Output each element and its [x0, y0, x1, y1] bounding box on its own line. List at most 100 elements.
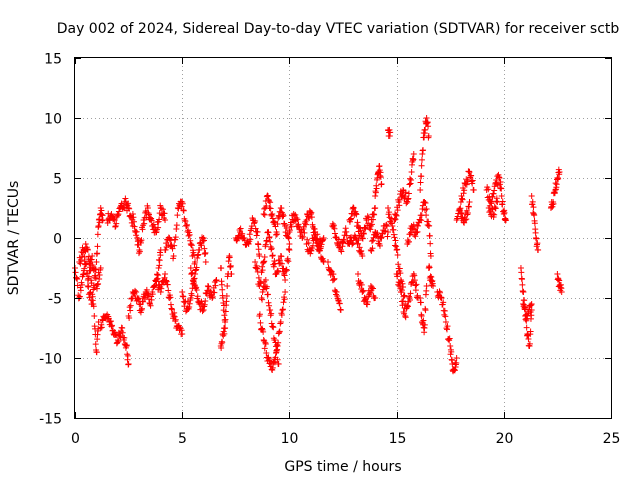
- y-tick-label: 0: [53, 232, 62, 248]
- data-point-sample: [425, 218, 432, 225]
- data-point-sample: [211, 289, 218, 296]
- data-point-sample: [342, 225, 349, 232]
- data-point-sample: [530, 204, 537, 211]
- y-tick-label: -15: [39, 412, 62, 428]
- data-point-sample: [94, 281, 101, 288]
- data-point-sample: [313, 236, 320, 243]
- data-point-sample: [373, 232, 380, 239]
- data-point-sample: [369, 245, 376, 252]
- data-point-sample: [262, 241, 269, 248]
- data-point-sample: [111, 217, 118, 224]
- data-point-sample: [172, 234, 179, 241]
- data-point-sample: [94, 250, 101, 257]
- data-point-sample: [440, 299, 447, 306]
- data-point-sample: [401, 310, 408, 317]
- data-point-sample: [132, 287, 139, 294]
- data-point-sample: [106, 217, 113, 224]
- data-point-sample: [252, 225, 259, 232]
- data-point: [95, 319, 102, 325]
- data-point-sample: [501, 209, 508, 216]
- data-point-sample: [360, 230, 367, 237]
- data-point-sample: [205, 283, 212, 290]
- data-point-sample: [273, 347, 280, 354]
- data-point: [494, 199, 501, 205]
- data-point-sample: [150, 221, 157, 228]
- data-point-sample: [499, 198, 506, 205]
- data-point-sample: [412, 233, 419, 240]
- data-point-sample: [437, 289, 444, 296]
- data-point: [286, 241, 293, 247]
- data-point: [153, 277, 160, 283]
- data-point: [554, 271, 561, 277]
- data-point-sample: [265, 299, 272, 306]
- data-point-sample: [285, 246, 292, 253]
- data-point-sample: [110, 215, 117, 222]
- data-point: [447, 343, 454, 349]
- data-point-sample: [192, 285, 199, 292]
- data-point-sample: [285, 235, 292, 242]
- data-point-sample: [252, 217, 259, 224]
- data-point-sample: [445, 336, 452, 343]
- data-point-sample: [264, 192, 271, 199]
- data-point-sample: [279, 306, 286, 313]
- data-point-sample: [420, 317, 427, 324]
- data-point-sample: [73, 274, 80, 281]
- data-point-sample: [427, 240, 434, 247]
- data-point-sample: [281, 296, 288, 303]
- data-point: [466, 199, 473, 205]
- data-point: [269, 253, 276, 259]
- data-point-sample: [235, 233, 242, 240]
- data-point-sample: [256, 251, 263, 258]
- data-point-sample: [144, 202, 151, 209]
- data-point-sample: [98, 321, 105, 328]
- data-point-sample: [266, 307, 273, 314]
- data-point-sample: [152, 229, 159, 236]
- data-point-sample: [397, 285, 404, 292]
- data-point-sample: [187, 237, 194, 244]
- data-point-sample: [267, 205, 274, 212]
- data-point-sample: [278, 312, 285, 319]
- data-point-sample: [426, 232, 433, 239]
- data-point-sample: [211, 278, 218, 285]
- data-point: [224, 283, 231, 289]
- data-point-sample: [519, 287, 526, 294]
- data-point-sample: [187, 297, 194, 304]
- data-point-sample: [234, 235, 241, 242]
- data-point: [192, 283, 199, 289]
- data-point-sample: [266, 197, 273, 204]
- data-point-sample: [391, 234, 398, 241]
- data-point-sample: [91, 274, 98, 281]
- data-point-sample: [396, 202, 403, 209]
- data-point-sample: [352, 210, 359, 217]
- data-point-sample: [461, 187, 468, 194]
- data-point-sample: [262, 340, 269, 347]
- data-point-sample: [147, 216, 154, 223]
- data-point-sample: [172, 236, 179, 243]
- data-point-sample: [124, 352, 131, 359]
- data-point-sample: [339, 243, 346, 250]
- data-point-sample: [391, 242, 398, 249]
- data-point-sample: [390, 231, 397, 238]
- data-point-sample: [239, 230, 246, 237]
- data-point-sample: [221, 330, 228, 337]
- data-point: [423, 115, 430, 121]
- data-point-sample: [340, 239, 346, 246]
- data-point-sample: [372, 189, 379, 196]
- data-point-sample: [412, 282, 419, 289]
- data-point-sample: [376, 242, 383, 249]
- data-point-sample: [407, 180, 414, 187]
- data-point-sample: [156, 257, 163, 264]
- data-point-sample: [221, 317, 228, 324]
- data-point-sample: [274, 356, 281, 363]
- data-point-sample: [421, 329, 428, 336]
- data-point-sample: [465, 203, 472, 210]
- data-point-sample: [81, 247, 88, 254]
- data-point-sample: [304, 236, 311, 243]
- data-point-sample: [275, 360, 282, 367]
- data-point-sample: [446, 335, 453, 342]
- x-tick-label: 20: [496, 431, 514, 447]
- data-point-sample: [199, 308, 206, 315]
- data-point-sample: [155, 272, 162, 279]
- data-point-sample: [270, 218, 277, 225]
- data-point-sample: [356, 244, 363, 251]
